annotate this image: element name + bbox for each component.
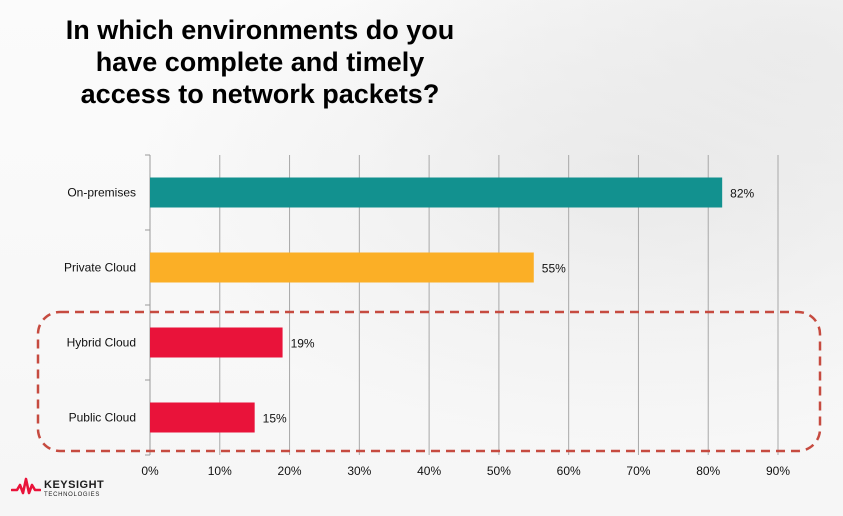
title-line: access to network packets? [80, 79, 440, 109]
x-tick-label: 40% [417, 464, 441, 478]
bar [150, 402, 255, 433]
highlight-box [36, 310, 822, 453]
x-tick-label: 20% [278, 464, 302, 478]
x-tick-label: 60% [557, 464, 581, 478]
title-line: In which environments do you [65, 15, 455, 45]
bar [150, 252, 534, 283]
x-tick-label: 50% [487, 464, 511, 478]
bar [150, 327, 283, 358]
x-tick-label: 90% [766, 464, 790, 478]
x-tick-label: 70% [626, 464, 650, 478]
category-label: Public Cloud [69, 411, 136, 425]
title-line: have complete and timely [95, 47, 425, 77]
bar [150, 177, 723, 208]
x-tick-label: 0% [141, 464, 159, 478]
data-label: 55% [542, 262, 566, 276]
category-label: Private Cloud [64, 261, 136, 275]
x-tick-label: 80% [696, 464, 720, 478]
keysight-wave-icon [11, 477, 41, 495]
data-label: 19% [291, 337, 315, 351]
brand-name: KEYSIGHT [44, 479, 105, 491]
category-label: On-premises [67, 186, 136, 200]
chart-title: In which environments do you have comple… [55, 14, 465, 110]
data-label: 15% [263, 412, 287, 426]
category-label: Hybrid Cloud [67, 336, 136, 350]
x-tick-label: 30% [347, 464, 371, 478]
x-tick-label: 10% [208, 464, 232, 478]
data-label: 82% [730, 187, 754, 201]
brand-subtitle: TECHNOLOGIES [44, 492, 101, 498]
